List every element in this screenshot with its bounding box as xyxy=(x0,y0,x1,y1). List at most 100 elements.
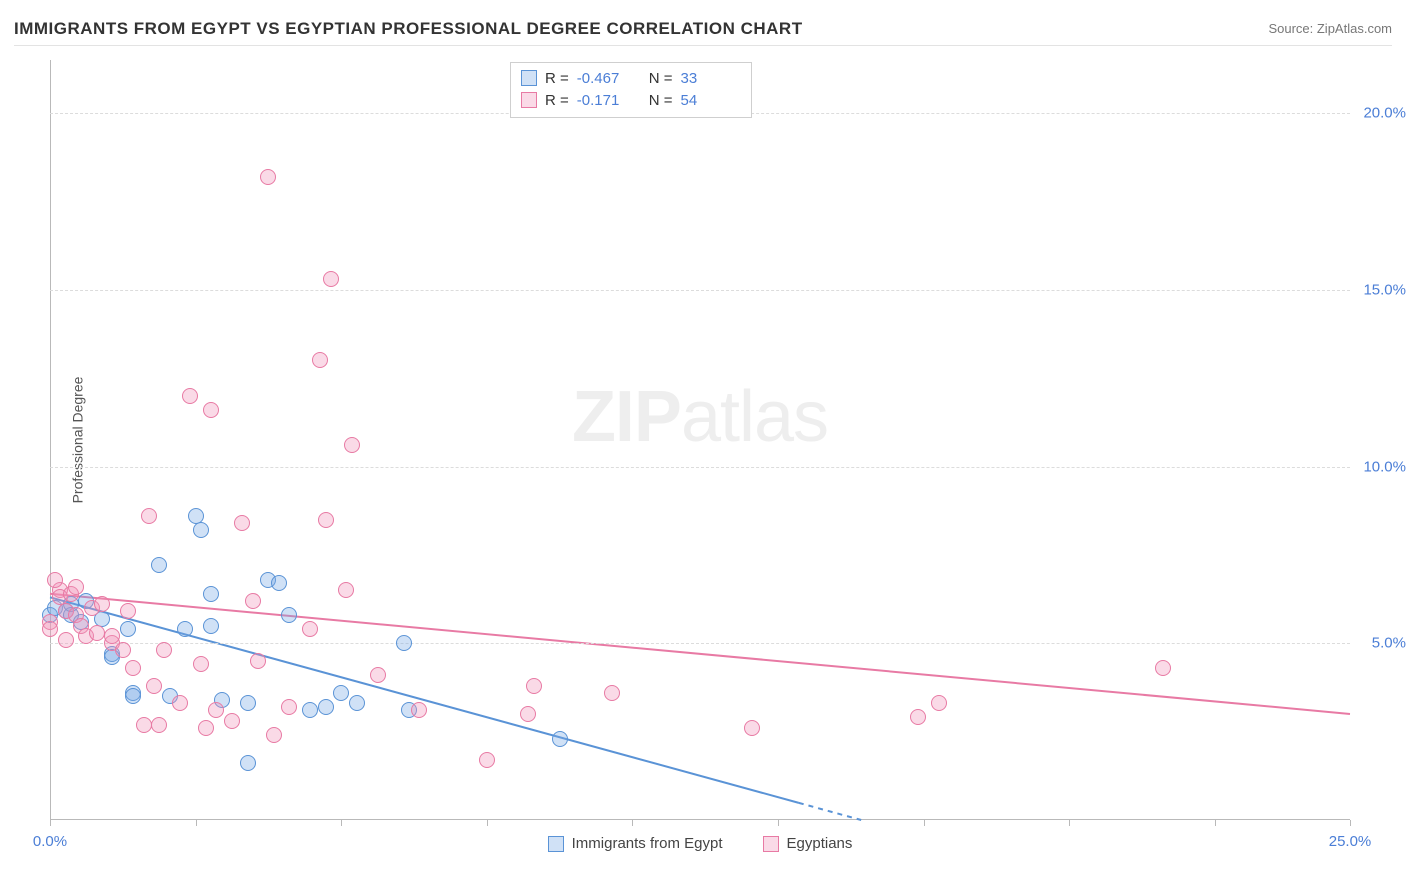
data-point-egyptians xyxy=(47,572,63,588)
chart-title: IMMIGRANTS FROM EGYPT VS EGYPTIAN PROFES… xyxy=(14,19,803,39)
data-point-egyptians xyxy=(744,720,760,736)
scatter-plot: ZIPatlas Professional Degree 5.0%10.0%15… xyxy=(50,60,1350,820)
data-point-egyptians xyxy=(208,702,224,718)
data-point-egyptians xyxy=(234,515,250,531)
data-point-egyptians xyxy=(312,352,328,368)
legend-item-egyptians: Egyptians xyxy=(763,835,853,852)
data-point-egyptians xyxy=(120,603,136,619)
data-point-egyptians xyxy=(58,632,74,648)
data-point-immigrants xyxy=(203,586,219,602)
x-tick xyxy=(778,820,779,826)
n-value-egyptians: 54 xyxy=(681,92,741,109)
data-point-egyptians xyxy=(182,388,198,404)
grid-line xyxy=(50,467,1350,468)
data-point-egyptians xyxy=(302,621,318,637)
legend-row-immigrants: R = -0.467 N = 33 xyxy=(521,67,741,89)
r-value-egyptians: -0.171 xyxy=(577,92,637,109)
y-tick-label: 15.0% xyxy=(1363,281,1406,298)
data-point-immigrants xyxy=(302,702,318,718)
x-tick xyxy=(1350,820,1351,826)
y-tick-label: 10.0% xyxy=(1363,458,1406,475)
data-point-immigrants xyxy=(240,755,256,771)
r-label: R = xyxy=(545,92,569,109)
data-point-egyptians xyxy=(281,699,297,715)
source-attribution: Source: ZipAtlas.com xyxy=(1268,21,1392,36)
data-point-immigrants xyxy=(151,557,167,573)
r-label: R = xyxy=(545,70,569,87)
data-point-immigrants xyxy=(120,621,136,637)
grid-line xyxy=(50,290,1350,291)
y-tick-label: 5.0% xyxy=(1372,635,1406,652)
x-tick xyxy=(487,820,488,826)
data-point-egyptians xyxy=(104,628,120,644)
correlation-legend: R = -0.467 N = 33 R = -0.171 N = 54 xyxy=(510,62,752,118)
series-legend: Immigrants from Egypt Egyptians xyxy=(50,835,1350,852)
data-point-egyptians xyxy=(224,713,240,729)
data-point-immigrants xyxy=(240,695,256,711)
x-tick xyxy=(50,820,51,826)
data-point-egyptians xyxy=(68,579,84,595)
data-point-egyptians xyxy=(203,402,219,418)
data-point-immigrants xyxy=(271,575,287,591)
data-point-egyptians xyxy=(146,678,162,694)
data-point-egyptians xyxy=(115,642,131,658)
data-point-egyptians xyxy=(323,271,339,287)
grid-line xyxy=(50,643,1350,644)
n-label: N = xyxy=(649,70,673,87)
trend-line-dashed-immigrants xyxy=(799,803,861,820)
data-point-egyptians xyxy=(250,653,266,669)
x-tick xyxy=(1069,820,1070,826)
data-point-egyptians xyxy=(172,695,188,711)
data-point-egyptians xyxy=(156,642,172,658)
data-point-immigrants xyxy=(333,685,349,701)
data-point-egyptians xyxy=(411,702,427,718)
data-point-egyptians xyxy=(1155,660,1171,676)
data-point-egyptians xyxy=(260,169,276,185)
data-point-immigrants xyxy=(396,635,412,651)
legend-swatch-immigrants xyxy=(521,70,537,86)
data-point-immigrants xyxy=(177,621,193,637)
data-point-egyptians xyxy=(338,582,354,598)
legend-row-egyptians: R = -0.171 N = 54 xyxy=(521,89,741,111)
data-point-immigrants xyxy=(552,731,568,747)
x-tick xyxy=(632,820,633,826)
data-point-egyptians xyxy=(198,720,214,736)
data-point-immigrants xyxy=(281,607,297,623)
data-point-egyptians xyxy=(526,678,542,694)
data-point-immigrants xyxy=(193,522,209,538)
legend-label-egyptians: Egyptians xyxy=(787,835,853,852)
title-bar: IMMIGRANTS FROM EGYPT VS EGYPTIAN PROFES… xyxy=(14,18,1392,46)
y-tick-label: 20.0% xyxy=(1363,105,1406,122)
data-point-egyptians xyxy=(42,621,58,637)
legend-swatch-immigrants xyxy=(548,836,564,852)
r-value-immigrants: -0.467 xyxy=(577,70,637,87)
data-point-egyptians xyxy=(141,508,157,524)
legend-label-immigrants: Immigrants from Egypt xyxy=(572,835,723,852)
x-tick xyxy=(924,820,925,826)
data-point-egyptians xyxy=(266,727,282,743)
data-point-immigrants xyxy=(125,688,141,704)
data-point-egyptians xyxy=(94,596,110,612)
x-tick xyxy=(196,820,197,826)
data-point-egyptians xyxy=(193,656,209,672)
n-label: N = xyxy=(649,92,673,109)
data-point-egyptians xyxy=(910,709,926,725)
data-point-egyptians xyxy=(151,717,167,733)
data-point-egyptians xyxy=(479,752,495,768)
data-point-immigrants xyxy=(349,695,365,711)
data-point-egyptians xyxy=(370,667,386,683)
x-tick xyxy=(1215,820,1216,826)
data-point-immigrants xyxy=(318,699,334,715)
data-point-egyptians xyxy=(136,717,152,733)
data-point-egyptians xyxy=(245,593,261,609)
data-point-egyptians xyxy=(604,685,620,701)
legend-swatch-egyptians xyxy=(521,92,537,108)
n-value-immigrants: 33 xyxy=(681,70,741,87)
data-point-egyptians xyxy=(318,512,334,528)
legend-swatch-egyptians xyxy=(763,836,779,852)
data-point-immigrants xyxy=(203,618,219,634)
x-tick xyxy=(341,820,342,826)
data-point-egyptians xyxy=(520,706,536,722)
data-point-egyptians xyxy=(89,625,105,641)
data-point-egyptians xyxy=(931,695,947,711)
